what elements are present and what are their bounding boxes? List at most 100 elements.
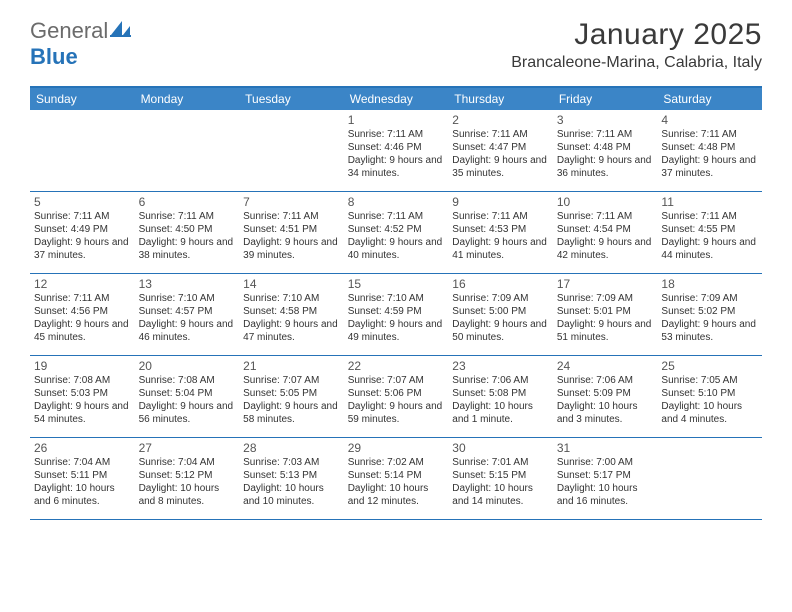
daylight-line: Daylight: 9 hours and 53 minutes. [661, 318, 758, 344]
dow-header: Saturday [657, 88, 762, 110]
sunset-line: Sunset: 4:54 PM [557, 223, 654, 236]
location-subtitle: Brancaleone-Marina, Calabria, Italy [511, 54, 762, 72]
dow-header: Thursday [448, 88, 553, 110]
sunset-line: Sunset: 5:02 PM [661, 305, 758, 318]
daylight-line: Daylight: 9 hours and 40 minutes. [348, 236, 445, 262]
day-number: 4 [661, 113, 758, 127]
day-number: 2 [452, 113, 549, 127]
dow-header: Wednesday [344, 88, 449, 110]
day-number: 29 [348, 441, 445, 455]
day-cell: 28Sunrise: 7:03 AMSunset: 5:13 PMDayligh… [239, 438, 344, 520]
day-cell: 20Sunrise: 7:08 AMSunset: 5:04 PMDayligh… [135, 356, 240, 438]
calendar-grid: SundayMondayTuesdayWednesdayThursdayFrid… [30, 86, 762, 520]
day-cell: 10Sunrise: 7:11 AMSunset: 4:54 PMDayligh… [553, 192, 658, 274]
day-cell: 30Sunrise: 7:01 AMSunset: 5:15 PMDayligh… [448, 438, 553, 520]
sunrise-line: Sunrise: 7:04 AM [34, 456, 131, 469]
sunset-line: Sunset: 5:13 PM [243, 469, 340, 482]
day-number: 7 [243, 195, 340, 209]
sunrise-line: Sunrise: 7:09 AM [452, 292, 549, 305]
sunrise-line: Sunrise: 7:08 AM [139, 374, 236, 387]
daylight-line: Daylight: 9 hours and 49 minutes. [348, 318, 445, 344]
sunset-line: Sunset: 4:51 PM [243, 223, 340, 236]
sunrise-line: Sunrise: 7:11 AM [34, 210, 131, 223]
day-number: 14 [243, 277, 340, 291]
sunset-line: Sunset: 4:53 PM [452, 223, 549, 236]
sunrise-line: Sunrise: 7:02 AM [348, 456, 445, 469]
day-number: 22 [348, 359, 445, 373]
sunrise-line: Sunrise: 7:06 AM [452, 374, 549, 387]
day-cell: 17Sunrise: 7:09 AMSunset: 5:01 PMDayligh… [553, 274, 658, 356]
sunset-line: Sunset: 5:12 PM [139, 469, 236, 482]
day-number: 25 [661, 359, 758, 373]
sunset-line: Sunset: 4:59 PM [348, 305, 445, 318]
day-cell: 8Sunrise: 7:11 AMSunset: 4:52 PMDaylight… [344, 192, 449, 274]
day-cell: 7Sunrise: 7:11 AMSunset: 4:51 PMDaylight… [239, 192, 344, 274]
day-cell: 4Sunrise: 7:11 AMSunset: 4:48 PMDaylight… [657, 110, 762, 192]
sunrise-line: Sunrise: 7:07 AM [348, 374, 445, 387]
daylight-line: Daylight: 10 hours and 8 minutes. [139, 482, 236, 508]
day-number: 8 [348, 195, 445, 209]
title-block: January 2025 Brancaleone-Marina, Calabri… [511, 18, 762, 72]
sunrise-line: Sunrise: 7:11 AM [557, 210, 654, 223]
dow-header: Sunday [30, 88, 135, 110]
day-number: 23 [452, 359, 549, 373]
daylight-line: Daylight: 10 hours and 14 minutes. [452, 482, 549, 508]
daylight-line: Daylight: 9 hours and 34 minutes. [348, 154, 445, 180]
empty-cell [657, 438, 762, 520]
sunset-line: Sunset: 5:14 PM [348, 469, 445, 482]
sunset-line: Sunset: 4:52 PM [348, 223, 445, 236]
daylight-line: Daylight: 9 hours and 45 minutes. [34, 318, 131, 344]
daylight-line: Daylight: 9 hours and 46 minutes. [139, 318, 236, 344]
day-cell: 9Sunrise: 7:11 AMSunset: 4:53 PMDaylight… [448, 192, 553, 274]
logo-sail-icon [110, 18, 132, 44]
daylight-line: Daylight: 9 hours and 50 minutes. [452, 318, 549, 344]
day-number: 15 [348, 277, 445, 291]
daylight-line: Daylight: 10 hours and 1 minute. [452, 400, 549, 426]
day-cell: 15Sunrise: 7:10 AMSunset: 4:59 PMDayligh… [344, 274, 449, 356]
daylight-line: Daylight: 10 hours and 6 minutes. [34, 482, 131, 508]
day-cell: 11Sunrise: 7:11 AMSunset: 4:55 PMDayligh… [657, 192, 762, 274]
day-cell: 1Sunrise: 7:11 AMSunset: 4:46 PMDaylight… [344, 110, 449, 192]
sunrise-line: Sunrise: 7:11 AM [661, 128, 758, 141]
day-cell: 19Sunrise: 7:08 AMSunset: 5:03 PMDayligh… [30, 356, 135, 438]
day-number: 26 [34, 441, 131, 455]
dow-header: Monday [135, 88, 240, 110]
day-cell: 14Sunrise: 7:10 AMSunset: 4:58 PMDayligh… [239, 274, 344, 356]
daylight-line: Daylight: 9 hours and 47 minutes. [243, 318, 340, 344]
empty-cell [239, 110, 344, 192]
sunset-line: Sunset: 4:55 PM [661, 223, 758, 236]
sunset-line: Sunset: 4:56 PM [34, 305, 131, 318]
daylight-line: Daylight: 9 hours and 42 minutes. [557, 236, 654, 262]
sunrise-line: Sunrise: 7:11 AM [452, 210, 549, 223]
sunrise-line: Sunrise: 7:11 AM [34, 292, 131, 305]
month-title: January 2025 [511, 18, 762, 52]
sunrise-line: Sunrise: 7:00 AM [557, 456, 654, 469]
day-cell: 12Sunrise: 7:11 AMSunset: 4:56 PMDayligh… [30, 274, 135, 356]
daylight-line: Daylight: 10 hours and 16 minutes. [557, 482, 654, 508]
day-number: 5 [34, 195, 131, 209]
empty-cell [135, 110, 240, 192]
sunset-line: Sunset: 4:47 PM [452, 141, 549, 154]
day-number: 3 [557, 113, 654, 127]
logo: GeneralBlue [30, 18, 132, 70]
sunrise-line: Sunrise: 7:11 AM [139, 210, 236, 223]
dow-header: Friday [553, 88, 658, 110]
sunset-line: Sunset: 4:48 PM [661, 141, 758, 154]
logo-text: GeneralBlue [30, 18, 132, 70]
sunset-line: Sunset: 5:04 PM [139, 387, 236, 400]
daylight-line: Daylight: 9 hours and 54 minutes. [34, 400, 131, 426]
day-cell: 22Sunrise: 7:07 AMSunset: 5:06 PMDayligh… [344, 356, 449, 438]
sunrise-line: Sunrise: 7:11 AM [452, 128, 549, 141]
day-number: 19 [34, 359, 131, 373]
sunset-line: Sunset: 4:50 PM [139, 223, 236, 236]
daylight-line: Daylight: 9 hours and 59 minutes. [348, 400, 445, 426]
day-cell: 29Sunrise: 7:02 AMSunset: 5:14 PMDayligh… [344, 438, 449, 520]
day-cell: 5Sunrise: 7:11 AMSunset: 4:49 PMDaylight… [30, 192, 135, 274]
day-number: 6 [139, 195, 236, 209]
sunset-line: Sunset: 5:11 PM [34, 469, 131, 482]
daylight-line: Daylight: 9 hours and 36 minutes. [557, 154, 654, 180]
sunrise-line: Sunrise: 7:11 AM [557, 128, 654, 141]
empty-cell [30, 110, 135, 192]
sunrise-line: Sunrise: 7:10 AM [243, 292, 340, 305]
daylight-line: Daylight: 9 hours and 51 minutes. [557, 318, 654, 344]
